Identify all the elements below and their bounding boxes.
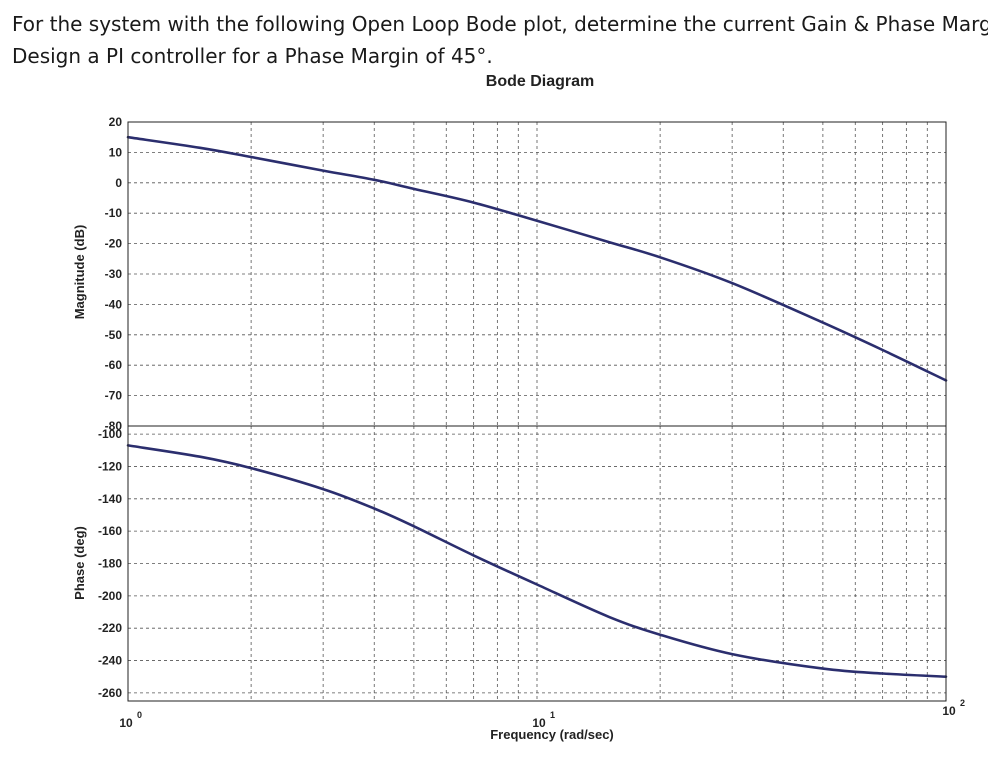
magnitude-y-tick-label: -10 — [105, 206, 123, 220]
x-tick-1-base: 10 — [119, 716, 133, 730]
phase-y-tick-label: -260 — [98, 686, 122, 700]
magnitude-y-tick-label: -70 — [105, 389, 123, 403]
x-tick-10-base: 10 — [532, 716, 546, 730]
chart-title: Bode Diagram — [486, 73, 594, 90]
phase-series-line — [126, 444, 948, 678]
phase-y-tick-label: -140 — [98, 492, 122, 506]
magnitude-y-tick-label: -20 — [105, 237, 123, 251]
question-line-2: Design a PI controller for a Phase Margi… — [12, 44, 493, 68]
x-tick-10-exp: 1 — [550, 710, 555, 720]
question-line-1: For the system with the following Open L… — [12, 12, 988, 36]
magnitude-y-tick-label: 10 — [109, 145, 123, 159]
phase-y-tick-label: -220 — [98, 621, 122, 635]
phase-plot-frame — [127, 425, 947, 702]
magnitude-y-tick-label: -50 — [105, 328, 123, 342]
magnitude-y-axis-label: Magnitude (dB) — [72, 225, 87, 320]
magnitude-grid — [128, 122, 946, 426]
phase-y-axis-label: Phase (deg) — [72, 526, 87, 600]
x-tick-100-exp: 2 — [960, 698, 965, 708]
magnitude-y-tick-label: -30 — [105, 267, 123, 281]
x-tick-100-base: 10 — [942, 704, 956, 718]
x-axis-label: Frequency (rad/sec) — [490, 727, 614, 742]
magnitude-y-tick-label: -40 — [105, 297, 123, 311]
x-tick-1: 10 0 — [119, 710, 142, 730]
magnitude-y-tick-label: 0 — [115, 176, 122, 190]
phase-y-tick-label: -200 — [98, 589, 122, 603]
magnitude-y-tick-label: -60 — [105, 358, 123, 372]
phase-y-tick-label: -180 — [98, 557, 122, 571]
phase-y-tick-label: -100 — [98, 427, 122, 441]
x-tick-100: 10 2 — [942, 698, 965, 718]
phase-y-ticks: -100 -120 -140 -160 -180 -200 -220 -240 -260 — [98, 427, 122, 700]
magnitude-y-tick-label: 20 — [109, 115, 123, 129]
phase-y-tick-label: -160 — [98, 524, 122, 538]
x-tick-10: 10 1 — [532, 710, 555, 730]
magnitude-y-tick-label: -80 — [105, 419, 123, 433]
magnitude-series-line — [126, 135, 948, 382]
phase-y-tick-label: -120 — [98, 459, 122, 473]
x-tick-1-exp: 0 — [137, 710, 142, 720]
magnitude-y-ticks: 20 10 0 -10 -20 -30 -40 -50 -60 -70 -80 — [105, 115, 123, 433]
phase-y-tick-label: -240 — [98, 654, 122, 668]
